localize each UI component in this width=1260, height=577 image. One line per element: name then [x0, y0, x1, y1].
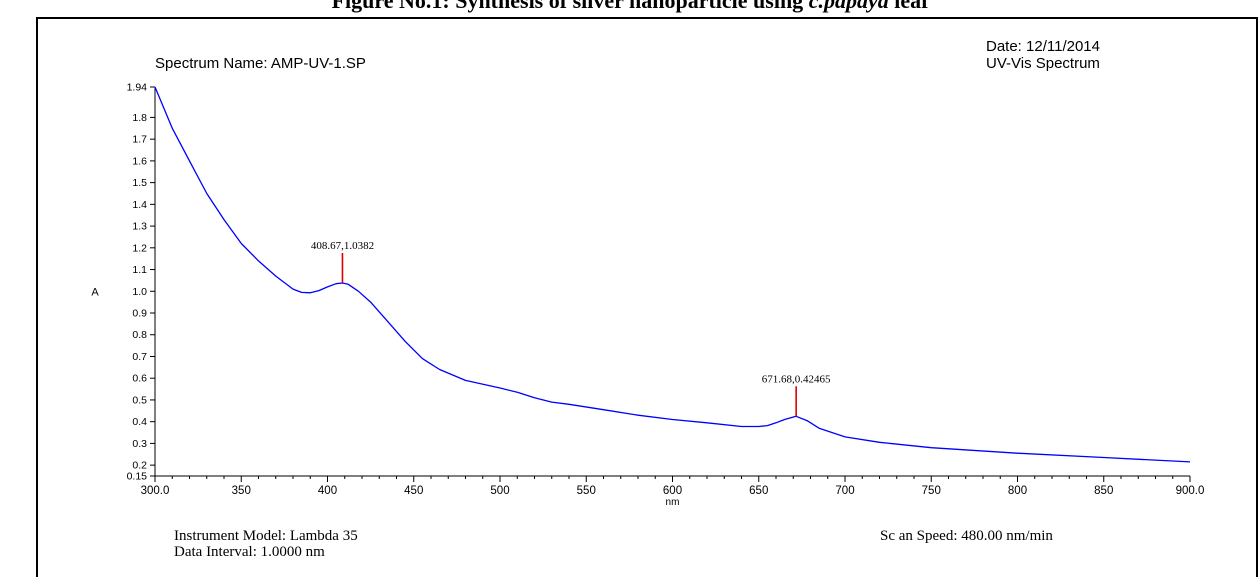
y-tick-label: 1.8	[132, 112, 147, 124]
peak-label: 671.68,0.42465	[762, 373, 831, 385]
y-tick-label: 1.2	[132, 242, 147, 254]
x-tick-label: 600	[663, 485, 682, 497]
spectrum-line	[154, 86, 1191, 463]
y-tick-label: 0.8	[132, 329, 147, 341]
y-tick-label: 1.5	[132, 177, 147, 189]
x-tick-label: 300.0	[141, 485, 170, 497]
y-tick-label: 0.6	[132, 373, 147, 385]
figure-frame	[36, 17, 1258, 577]
x-tick-label: 500	[490, 485, 509, 497]
y-tick-label: 1.4	[132, 199, 147, 211]
x-tick-label: 850	[1094, 485, 1113, 497]
instrument-model: Instrument Model: Lambda 35	[174, 528, 358, 544]
y-tick-label: 1.1	[132, 264, 147, 276]
y-tick-label: 0.15	[127, 471, 148, 483]
y-tick-label: 1.7	[132, 134, 147, 146]
scan-speed: Sc an Speed: 480.00 nm/min	[880, 528, 1053, 544]
x-tick-label: 550	[577, 485, 596, 497]
x-tick-label: 750	[922, 485, 941, 497]
spectrum-date: Date: 12/11/2014	[986, 38, 1100, 55]
x-tick-label: 650	[749, 485, 768, 497]
x-axis-label: nm	[666, 497, 680, 508]
figure-title-end: leaf	[888, 0, 929, 13]
y-tick-label: 1.3	[132, 221, 147, 233]
y-tick-label: 0.7	[132, 351, 147, 363]
y-tick-label: 0.4	[132, 416, 147, 428]
figure-title: Figure No.1: Synthesis of silver nanopar…	[0, 0, 1260, 14]
peak-label: 408.67,1.0382	[311, 240, 374, 252]
data-interval: Data Interval: 1.0000 nm	[174, 544, 325, 560]
x-tick-label: 450	[404, 485, 423, 497]
y-tick-label: 0.3	[132, 438, 147, 450]
y-tick-label: 0.9	[132, 308, 147, 320]
x-tick-label: 800	[1008, 485, 1027, 497]
y-tick-label: 1.6	[132, 155, 147, 167]
y-tick-label: 0.2	[132, 460, 147, 472]
x-tick-label: 900.0	[1176, 485, 1205, 497]
figure-title-species: c.papaya	[808, 0, 889, 13]
spectrum-name: Spectrum Name: AMP-UV-1.SP	[155, 55, 366, 72]
y-axis-label: A	[91, 286, 99, 298]
y-tick-label: 1.94	[127, 82, 148, 94]
figure-title-text: Figure No.1: Synthesis of silver nanopar…	[331, 0, 809, 13]
x-tick-label: 400	[318, 485, 337, 497]
spectrum-type: UV-Vis Spectrum	[986, 55, 1100, 72]
y-tick-label: 0.5	[132, 394, 147, 406]
x-tick-label: 350	[232, 485, 251, 497]
y-tick-label: 1.0	[132, 286, 147, 298]
x-tick-label: 700	[835, 485, 854, 497]
